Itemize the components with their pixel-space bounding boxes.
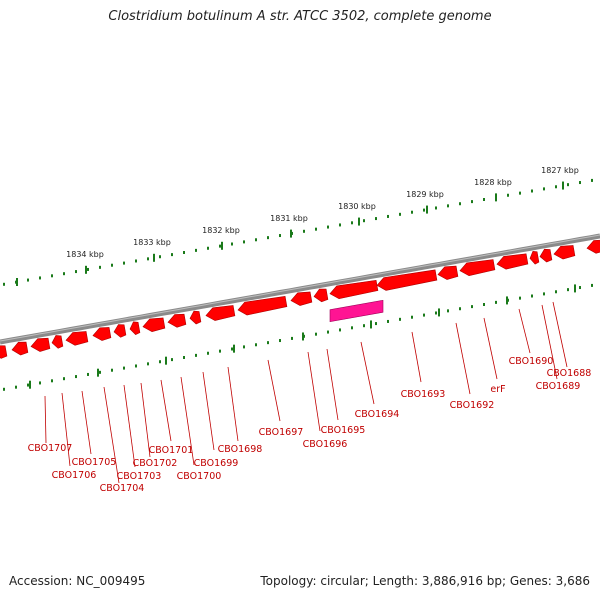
- gene-arrow: [290, 291, 313, 306]
- gene-label: CBO1694: [355, 409, 400, 420]
- label-leaders: [44, 301, 568, 484]
- gene-label: CBO1702: [133, 458, 178, 469]
- label-leader-line: [227, 366, 239, 442]
- ruler-label: 1830 kbp: [338, 202, 376, 211]
- gene-labels: CBO1688CBO1689CBO1690erFCBO1692CBO1693CB…: [28, 356, 592, 494]
- gene-arrow: [51, 335, 64, 349]
- gene-label: CBO1707: [28, 443, 73, 454]
- gene-arrow: [30, 337, 51, 352]
- gene-arrow: [167, 313, 187, 328]
- ruler-label: 1827 kbp: [541, 166, 579, 175]
- map-title: Clostridium botulinum A str. ATCC 3502, …: [108, 9, 492, 24]
- gene-arrow: [11, 341, 29, 356]
- ruler-label: 1833 kbp: [133, 238, 171, 247]
- gene-arrow: [459, 259, 496, 277]
- gene-label: CBO1705: [72, 457, 117, 468]
- label-leader-line: [411, 331, 422, 383]
- gene-label: CBO1704: [100, 483, 145, 494]
- gene-arrow: [142, 317, 166, 333]
- gene-arrow: [496, 253, 529, 270]
- label-leader-line: [360, 341, 375, 405]
- gene-arrow: [205, 305, 236, 321]
- label-leader-line: [103, 386, 120, 484]
- gene-track: [0, 239, 600, 359]
- gene-arrow: [539, 248, 553, 263]
- gene-arrow: [529, 250, 540, 265]
- label-leader-line: [326, 348, 339, 421]
- ruler-label: 1828 kbp: [474, 178, 512, 187]
- genome-backbone: [0, 233, 600, 345]
- outer-ruler: [3, 178, 593, 286]
- label-leader-line: [518, 308, 531, 354]
- gene-label: CBO1701: [149, 445, 194, 456]
- gene-arrow: [313, 288, 329, 303]
- gene-label: CBO1692: [450, 400, 495, 411]
- gene-label: CBO1700: [177, 471, 222, 482]
- gene-arrow: [553, 245, 576, 260]
- gene-label: CBO1688: [547, 368, 592, 379]
- genome-backbone-highlight: [0, 234, 600, 342]
- gene-arrow: [65, 331, 89, 346]
- label-leader-line: [160, 379, 172, 442]
- gene-arrow: [237, 296, 288, 316]
- genome-summary-text: Topology: circular; Length: 3,886,916 bp…: [260, 574, 590, 588]
- gene-arrow: [0, 345, 8, 359]
- gene-arrow: [437, 265, 459, 280]
- label-leader-line: [552, 301, 568, 368]
- ruler-labels: 1827 kbp 1828 kbp 1829 kbp 1830 kbp 1831 kbp…: [66, 166, 579, 259]
- label-leader-line: [180, 376, 195, 466]
- gene-label: CBO1690: [509, 356, 554, 367]
- gene-label: CBO1696: [303, 439, 348, 450]
- label-leader-line: [140, 382, 151, 458]
- gene-arrow: [129, 321, 141, 335]
- highlighted-gene-bar: [329, 299, 384, 323]
- label-leader-line: [483, 317, 498, 380]
- gene-label: CBO1695: [321, 425, 366, 436]
- accession-text: Accession: NC_009495: [9, 574, 146, 588]
- gene-arrow: [189, 310, 202, 325]
- label-leader-line: [123, 384, 136, 468]
- gene-label: CBO1699: [194, 458, 239, 469]
- gene-label: CBO1706: [52, 470, 97, 481]
- gene-arrow: [376, 269, 438, 291]
- gene-arrow: [113, 324, 127, 338]
- label-leader-line: [61, 392, 71, 467]
- label-leader-line: [541, 304, 558, 380]
- inner-ruler: [3, 283, 593, 391]
- label-leader-line: [307, 351, 321, 432]
- label-leader-line: [202, 371, 215, 451]
- ruler-label: 1829 kbp: [406, 190, 444, 199]
- label-leader-line: [455, 322, 471, 395]
- gene-arrow: [586, 239, 600, 254]
- gene-label: CBO1703: [117, 471, 162, 482]
- gene-label: CBO1698: [218, 444, 263, 455]
- gene-label: CBO1689: [536, 381, 581, 392]
- ruler-label: 1834 kbp: [66, 250, 104, 259]
- gene-label: CBO1697: [259, 427, 304, 438]
- ruler-label: 1831 kbp: [270, 214, 308, 223]
- label-leader-line: [81, 390, 92, 455]
- ruler-label: 1832 kbp: [202, 226, 240, 235]
- gene-label: erF: [490, 384, 505, 395]
- label-leader-line: [267, 359, 281, 422]
- gene-label: CBO1693: [401, 389, 446, 400]
- label-leader-line: [44, 395, 47, 444]
- gene-arrow: [92, 327, 112, 341]
